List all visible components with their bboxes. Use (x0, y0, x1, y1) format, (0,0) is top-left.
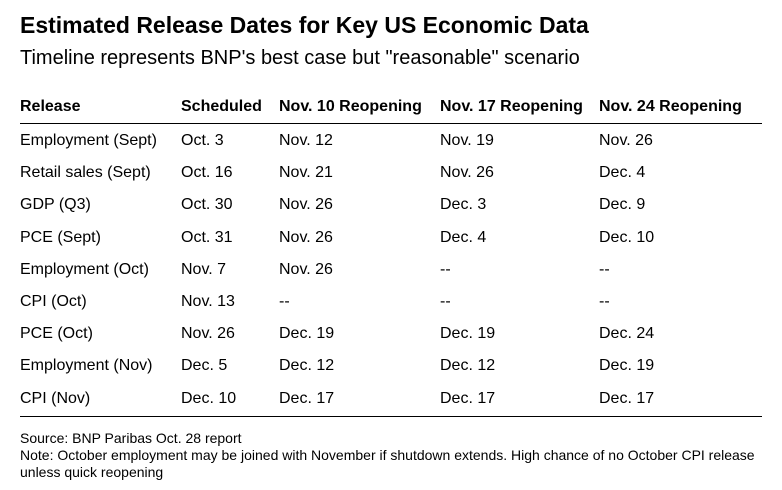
cell: -- (440, 260, 451, 278)
subtitle: Timeline represents BNP's best case but … (20, 47, 580, 69)
cell: Oct. 3 (181, 132, 224, 149)
row-label: Retail sales (Sept) (20, 164, 151, 182)
cell: Oct. 30 (181, 196, 233, 214)
row-label: Employment (Sept) (20, 132, 157, 149)
cell: Nov. 12 (279, 132, 333, 149)
cell: Dec. 10 (599, 228, 655, 246)
row-label: PCE (Sept) (20, 228, 101, 246)
cell: Dec. 12 (279, 357, 335, 375)
cell: -- (279, 293, 290, 310)
cell: Dec. 17 (279, 389, 335, 407)
cell: Dec. 19 (279, 325, 335, 343)
cell: Nov. 19 (440, 132, 494, 149)
cell: Nov. 26 (599, 132, 653, 149)
cell: Dec. 10 (181, 389, 237, 407)
cell: Dec. 24 (599, 325, 655, 343)
column-header: Nov. 17 Reopening (440, 98, 583, 115)
column-header: Nov. 24 Reopening (599, 98, 742, 115)
cell: Oct. 31 (181, 228, 233, 246)
cell: Oct. 16 (181, 164, 233, 182)
cell: Dec. 12 (440, 357, 496, 375)
cell: Dec. 17 (599, 389, 655, 407)
cell: Dec. 19 (440, 325, 496, 343)
cell: Nov. 26 (440, 164, 494, 182)
cell: Dec. 19 (599, 357, 655, 375)
cell: Dec. 17 (440, 389, 496, 407)
cell: Nov. 26 (181, 325, 235, 343)
bottom-rule (20, 416, 762, 417)
cell: Dec. 3 (440, 196, 487, 214)
cell: Nov. 7 (181, 260, 227, 278)
cell: Nov. 21 (279, 164, 333, 182)
cell: -- (440, 293, 451, 310)
cell: Dec. 4 (599, 164, 646, 182)
column-header: Release (20, 98, 81, 115)
source: Source: BNP Paribas Oct. 28 report (20, 430, 242, 446)
column-header: Nov. 10 Reopening (279, 98, 422, 115)
column-header: Scheduled (181, 98, 262, 115)
row-label: PCE (Oct) (20, 325, 93, 343)
cell: Nov. 26 (279, 196, 333, 214)
row-label: CPI (Nov) (20, 389, 91, 407)
cell: -- (599, 293, 610, 310)
row-label: Employment (Nov) (20, 357, 153, 375)
cell: Nov. 26 (279, 228, 333, 246)
cell: Nov. 26 (279, 260, 333, 278)
cell: Nov. 13 (181, 293, 235, 310)
title: Estimated Release Dates for Key US Econo… (20, 12, 589, 38)
cell: Dec. 9 (599, 196, 646, 214)
header-rule (20, 123, 762, 124)
cell: Dec. 5 (181, 357, 228, 375)
row-label: CPI (Oct) (20, 293, 87, 310)
note: Note: October employment may be joined w… (20, 447, 755, 480)
cell: -- (599, 260, 610, 278)
row-label: Employment (Oct) (20, 260, 149, 278)
cell: Dec. 4 (440, 228, 487, 246)
row-label: GDP (Q3) (20, 196, 91, 214)
